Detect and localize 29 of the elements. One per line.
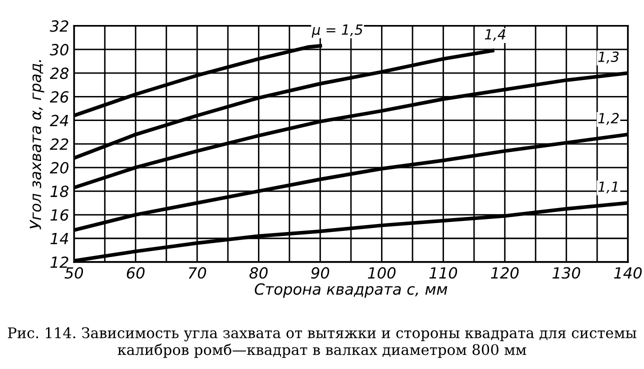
series-label: 1,3 (598, 52, 619, 64)
y-tick-label: 12 (50, 256, 68, 268)
series-label: 1,4 (484, 29, 506, 42)
x-tick-label: 120 (490, 267, 519, 279)
y-axis-title: Угол захвата α, град. (30, 60, 44, 230)
x-tick-label: 90 (311, 267, 330, 279)
y-tick-label: 18 (50, 186, 69, 198)
y-tick-label: 26 (50, 91, 69, 103)
y-tick-label: 20 (50, 162, 68, 174)
y-tick-label: 32 (50, 20, 68, 32)
y-tick-label: 24 (50, 114, 68, 126)
series-label: μ = 1,5 (312, 24, 363, 38)
x-tick-label: 50 (64, 267, 84, 279)
text: Рис. 114. Зависимость угла захвата от вытяжки и стороны квадрата для системы калибров ромб—квадрат в валках диаметром 800 мм (8, 327, 636, 358)
y-tick-label: 14 (50, 233, 68, 244)
y-tick-label: 28 (50, 68, 69, 80)
x-tick-label: 110 (429, 267, 458, 279)
y-tick-label: 30 (50, 44, 68, 56)
x-tick-label: 140 (614, 267, 642, 279)
x-axis-title: Сторона квадрата c, мм (254, 283, 448, 298)
x-tick-label: 80 (249, 267, 268, 279)
series-label: 1,1 (598, 182, 618, 194)
x-tick-label: 100 (368, 267, 396, 279)
series-label: 1,2 (598, 112, 619, 125)
x-tick-label: 130 (552, 267, 580, 279)
x-tick-label: 60 (126, 267, 145, 279)
y-tick-label: 22 (50, 138, 68, 150)
x-tick-label: 70 (188, 267, 206, 279)
y-tick-label: 16 (50, 209, 69, 221)
